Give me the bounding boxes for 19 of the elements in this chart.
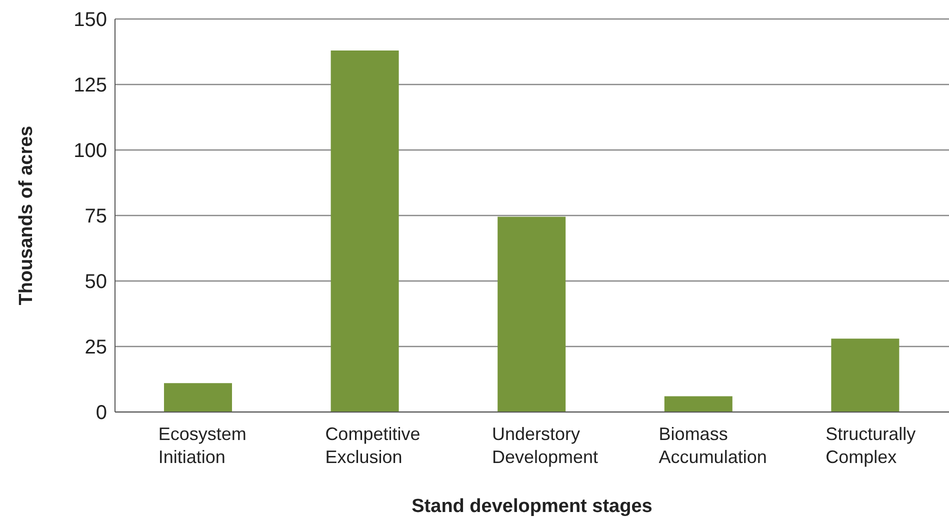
bar [330,50,399,412]
y-tick-label: 0 [96,402,107,424]
bar [664,396,732,412]
bar [498,216,566,412]
y-tick-label: 50 [84,271,107,294]
bar [831,338,900,412]
y-tick-label: 25 [84,336,107,359]
y-tick-label: 150 [74,9,107,32]
y-axis-title: Thousands of acres [16,126,37,306]
y-tick-label: 75 [84,206,107,228]
x-tick-label: Ecosystem Initiation [158,424,246,467]
bar [164,383,232,412]
y-tick-label: 125 [74,74,107,97]
y-tick-label: 100 [74,140,107,162]
x-tick-label: Competitive Exclusion [325,424,420,467]
x-tick-label: Biomass Accumulation [658,424,767,467]
x-axis-title: Stand development stages [412,496,652,517]
x-tick-label: Understory Development [492,424,598,467]
x-tick-label: Structurally Complex [826,424,916,467]
